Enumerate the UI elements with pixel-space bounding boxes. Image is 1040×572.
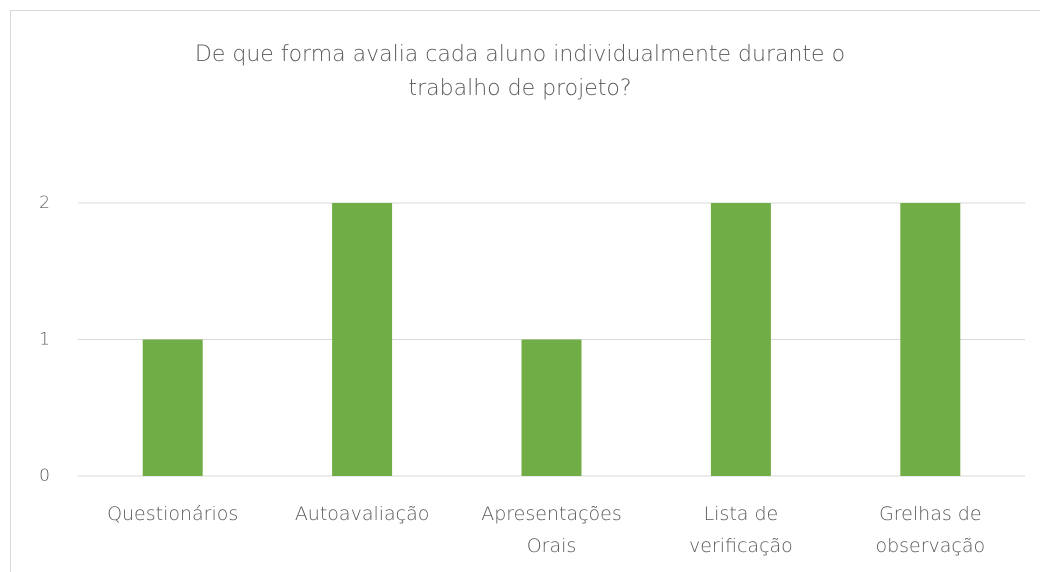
x-tick-label: Apresentações Orais [481,503,622,557]
bar [710,203,771,476]
x-tick-label: Autoavaliação [294,503,430,525]
chart-frame [10,10,1040,572]
bar [900,203,961,476]
chart-title: De que forma avalia cada aluno individua… [194,42,846,101]
x-tick-label: Questionários [107,503,239,525]
x-tick-label: Lista de verificação [688,503,793,557]
x-tick-label: Grelhas de observação [875,503,986,557]
bar [521,339,582,476]
y-tick-label: 2 [39,193,50,213]
bar [332,203,393,476]
y-tick-label: 0 [39,466,50,486]
y-tick-label: 1 [39,330,50,350]
bar [142,339,203,476]
